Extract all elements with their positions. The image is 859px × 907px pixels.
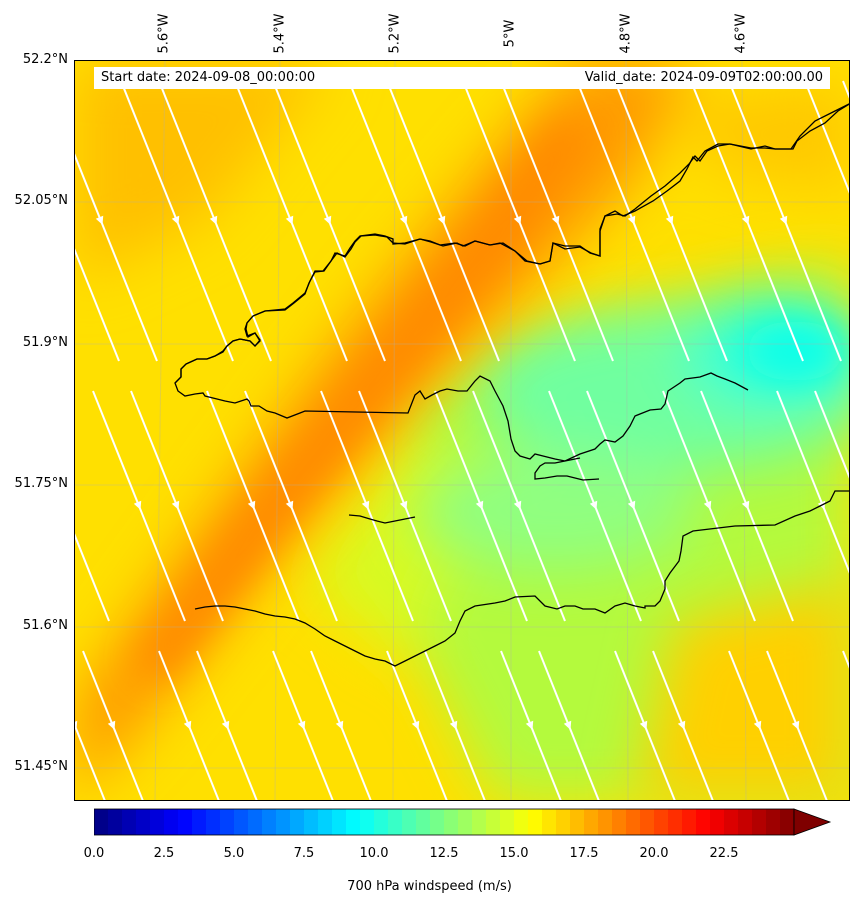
lat-label-52-05n: 52.05°N [14,193,68,208]
streamline-arrow [75,720,78,730]
field-orange-jet [75,61,849,800]
colorbar-tick-label: 22.5 [709,846,739,861]
colorbar-tick-label: 10.0 [359,846,389,861]
streamline [75,723,106,800]
colorbar-segment [150,809,165,835]
colorbar-segment [388,809,403,835]
colorbar-segment [276,809,291,835]
colorbar-segment [122,809,137,835]
colorbar-segment [542,809,557,835]
lat-label-51-9n: 51.9°N [22,335,68,350]
colorbar-segment [710,809,725,835]
colorbar-segment [248,809,263,835]
colorbar-segment [220,809,235,835]
colorbar-segment [262,809,277,835]
colorbar-segment [108,809,123,835]
colorbar-tick-label: 5.0 [223,846,245,861]
colorbar-segment [374,809,389,835]
colorbar [94,808,832,836]
start-date-text: Start date: 2024-09-08_00:00:00 [101,70,316,85]
streamline [804,80,849,194]
colorbar-segment [668,809,683,835]
colorbar-segment [626,809,641,835]
lon-label-5w: 5°W [502,19,518,47]
field-orange-core [135,121,595,681]
colorbar-segment [416,809,431,835]
colorbar-segments [94,809,795,835]
streamline [814,390,849,479]
colorbar-segment [556,809,571,835]
colorbar-segment [696,809,711,835]
colorbar-segment [94,809,109,835]
wind-speed-map [74,60,850,801]
graticule [75,61,849,800]
colorbar-segment [612,809,627,835]
colorbar-segment [164,809,179,835]
colorbar-segment [640,809,655,835]
coastline-lower [194,490,849,667]
lat-label-52-2n: 52.2°N [22,52,68,67]
colorbar-segment [528,809,543,835]
colorbar-segment [500,809,515,835]
field-cyan-core [745,321,845,381]
colorbar-segment [234,809,249,835]
colorbar-segment [192,809,207,835]
date-info-box: Start date: 2024-09-08_00:00:00 Valid_da… [94,67,830,89]
colorbar-segment [318,809,333,835]
colorbar-segment [444,809,459,835]
colorbar-segment [332,809,347,835]
colorbar-extend-arrow [793,808,832,836]
colorbar-segment [486,809,501,835]
colorbar-tick-label: 17.5 [569,846,599,861]
colorbar-segment [472,809,487,835]
lon-label-4-8w: 4.8°W [618,12,634,54]
colorbar-segment [724,809,739,835]
streamline [75,533,110,622]
colorbar-segment [206,809,221,835]
colorbar-tick-label: 0.0 [83,846,105,861]
lon-label-5-2w: 5.2°W [387,12,403,54]
colorbar-segment [178,809,193,835]
colorbar-segment [766,809,781,835]
colorbar-tick-label: 2.5 [153,846,175,861]
colorbar-segment [360,809,375,835]
colorbar-segment [570,809,585,835]
colorbar-segment [584,809,599,835]
colorbar-tick-label: 15.0 [499,846,529,861]
colorbar-tick-label: 12.5 [429,846,459,861]
map-canvas [75,61,849,800]
lon-label-4-6w: 4.6°W [733,12,749,54]
colorbar-segment [654,809,669,835]
lon-label-5-6w: 5.6°W [156,12,172,54]
colorbar-segment [346,809,361,835]
colorbar-segment [290,809,305,835]
colorbar-segment [304,809,319,835]
colorbar-segment [136,809,151,835]
colorbar-segment [752,809,767,835]
colorbar-segment [738,809,753,835]
coastline-detail [174,103,849,384]
lat-label-51-6n: 51.6°N [22,618,68,633]
lat-label-51-45n: 51.45°N [14,759,68,774]
lat-label-51-75n: 51.75°N [14,476,68,491]
colorbar-segment [598,809,613,835]
streamline [75,248,120,362]
colorbar-segment [682,809,697,835]
lon-label-5-4w: 5.4°W [272,12,288,54]
colorbar-label: 700 hPa windspeed (m/s) [347,879,512,894]
valid-date-text: Valid_date: 2024-09-09T02:00:00.00 [584,70,823,85]
colorbar-segment [458,809,473,835]
colorbar-segment [780,809,795,835]
colorbar-tick-label: 20.0 [639,846,669,861]
colorbar-tick-label: 7.5 [293,846,315,861]
colorbar-segment [402,809,417,835]
colorbar-segment [430,809,445,835]
colorbar-segment [514,809,529,835]
